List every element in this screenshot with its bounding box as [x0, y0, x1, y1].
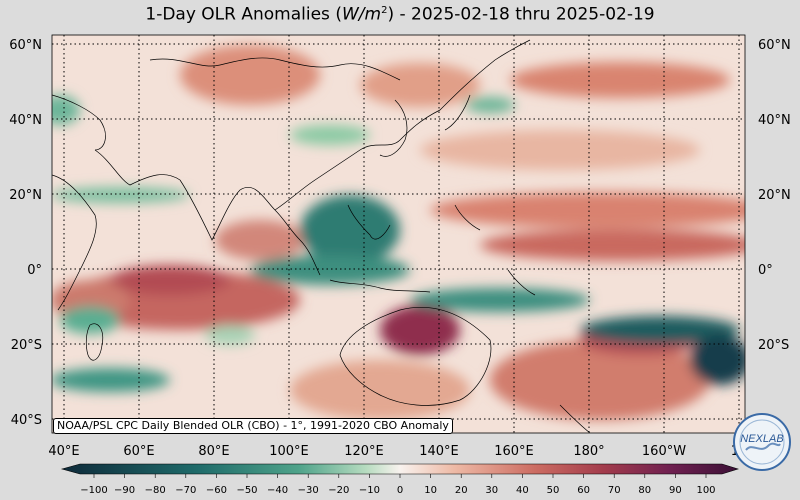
colorbar-tick-label: −30: [298, 485, 319, 496]
nexlab-logo: NEXLAB: [733, 413, 791, 471]
lat-label-right-20n: 20°N: [758, 188, 791, 203]
colorbar-tick-label: −40: [267, 485, 288, 496]
lat-label-right-60n: 60°N: [758, 38, 791, 53]
lat-label-left-20s: 20°S: [11, 338, 42, 353]
lon-label-120e: 120°E: [344, 444, 384, 459]
lon-label-100e: 100°E: [269, 444, 309, 459]
colorbar-tick-label: 20: [455, 485, 468, 496]
colorbar-tick-label: 70: [608, 485, 621, 496]
colorbar-tick-label: 50: [547, 485, 560, 496]
colorbar-tick-label: 40: [516, 485, 529, 496]
lat-label-left-60n: 60°N: [9, 38, 42, 53]
lon-label-140e: 140°E: [419, 444, 459, 459]
colorbar-tick-label: 90: [669, 485, 682, 496]
lat-label-left-0: 0°: [27, 263, 42, 278]
colorbar-tick-label: −90: [114, 485, 135, 496]
lat-label-right-0: 0°: [758, 263, 773, 278]
colorbar-tick-label: −20: [328, 485, 349, 496]
colorbar-tick-label: 80: [638, 485, 651, 496]
map-title: 1-Day OLR Anomalies (W/m2) - 2025-02-18 …: [145, 4, 655, 25]
colorbar-tick-label: 30: [485, 485, 498, 496]
lat-label-left-40s: 40°S: [11, 413, 42, 428]
lat-label-right-40n: 40°N: [758, 113, 791, 128]
lat-label-left-40n: 40°N: [9, 113, 42, 128]
svg-text:NEXLAB: NEXLAB: [740, 433, 783, 445]
colorbar-tick-label: −60: [206, 485, 227, 496]
colorbar-tick-label: −50: [236, 485, 257, 496]
lat-label-right-20s: 20°S: [758, 338, 789, 353]
colorbar-tick-label: 10: [424, 485, 437, 496]
olr-anomaly-field: [52, 35, 745, 433]
colorbar-tick-label: 0: [397, 485, 403, 496]
colorbar-tick-label: 100: [696, 485, 715, 496]
lon-label-80e: 80°E: [198, 444, 229, 459]
lon-label-160w: 160°W: [642, 444, 686, 459]
colorbar-tick-label: 60: [577, 485, 590, 496]
data-credit-label: NOAA/PSL CPC Daily Blended OLR (CBO) - 1…: [53, 418, 453, 434]
lat-label-left-20n: 20°N: [9, 188, 42, 203]
colorbar-tick-label: −10: [359, 485, 380, 496]
coastlines: [52, 39, 591, 433]
colorbar: −100 −90 −80 −70 −60 −50 −40 −30 −20 −10 0 10 20 30 40…: [60, 463, 740, 496]
lon-label-160e: 160°E: [494, 444, 534, 459]
lon-label-60e: 60°E: [123, 444, 154, 459]
colorbar-tick-label: −80: [145, 485, 166, 496]
lon-label-40e: 40°E: [48, 444, 79, 459]
colorbar-tick-label: −70: [175, 485, 196, 496]
colorbar-tick-label: −100: [80, 485, 107, 496]
lon-label-180: 180°: [573, 444, 604, 459]
